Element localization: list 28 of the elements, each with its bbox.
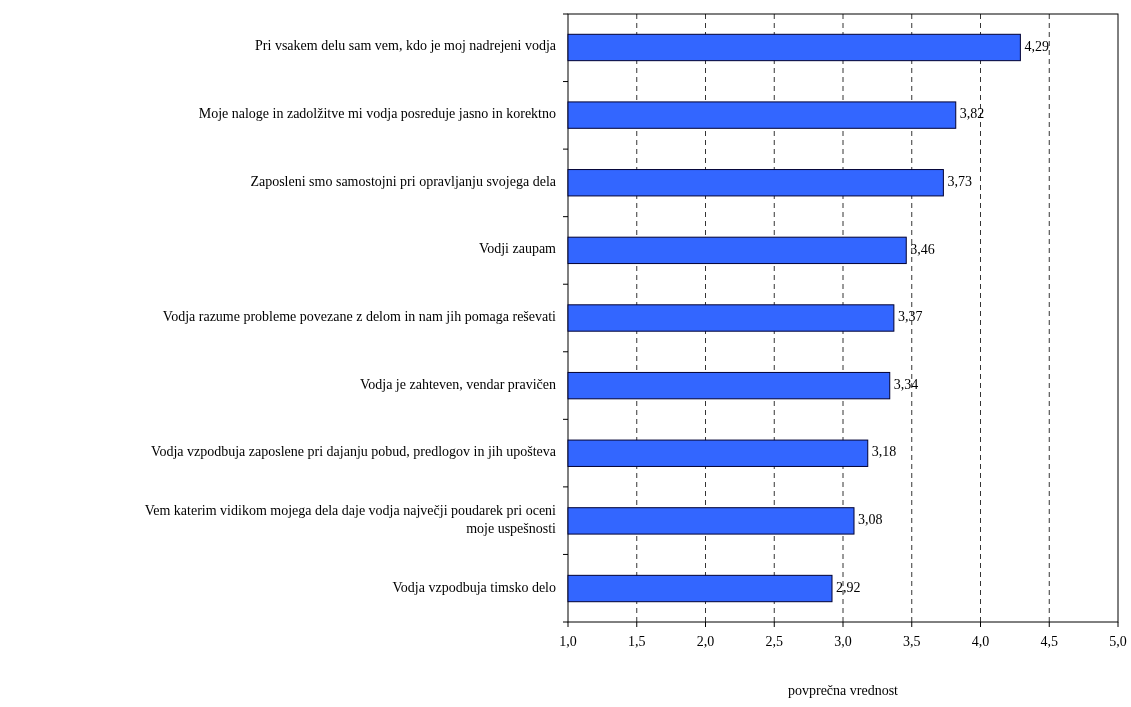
x-tick-label: 4,5	[1040, 634, 1058, 649]
data-label: 3,08	[858, 512, 883, 528]
y-tick-label: Vodji zaupam	[478, 241, 557, 257]
x-tick-label: 2,0	[696, 634, 715, 649]
y-tick-label: Pri vsakem delu sam vem, kdo je moj nadrejeni vodja	[255, 38, 557, 54]
x-axis-title: povprečna vrednost	[787, 683, 899, 698]
data-label: 3,82	[959, 106, 985, 122]
y-tick-label: Vodja je zahteven, vendar pravičen	[359, 376, 556, 392]
data-label: 2,92	[836, 579, 861, 595]
data-label: 3,46	[910, 241, 935, 257]
data-label: 3,37	[897, 309, 923, 325]
y-tick-label: Vodja razume probleme povezane z delom in nam jih pomaga reševati	[162, 309, 557, 325]
x-tick-label: 2,5	[765, 634, 783, 649]
y-tick-label: Vodja vzpodbuja zaposlene pri dajanju pobud, predlogov in jih upošteva	[151, 444, 557, 460]
data-label: 4,29	[1024, 38, 1049, 54]
x-tick-label: 3,5	[903, 634, 921, 649]
y-tick-label: Moje naloge in zadolžitve mi vodja posreduje jasno in korektno	[198, 106, 556, 122]
y-tick-label: Zaposleni smo samostojni pri opravljanju svojega dela	[250, 173, 557, 189]
x-tick-label: 4,0	[971, 634, 990, 649]
data-label: 3,73	[947, 173, 972, 189]
x-tick-label: 5,0	[1109, 634, 1127, 649]
y-tick-label: Vem katerim vidikom mojega dela daje vodja največji poudarek pri oceni moje uspešnosti	[144, 503, 557, 537]
y-tick-label: Vodja vzpodbuja timsko delo	[392, 579, 556, 595]
x-tick-label: 1,0	[559, 634, 577, 649]
x-tick-label: 1,5	[628, 634, 646, 649]
x-tick-label: 3,0	[834, 634, 852, 649]
data-label: 3,34	[893, 376, 919, 392]
data-label: 3,18	[871, 444, 897, 460]
